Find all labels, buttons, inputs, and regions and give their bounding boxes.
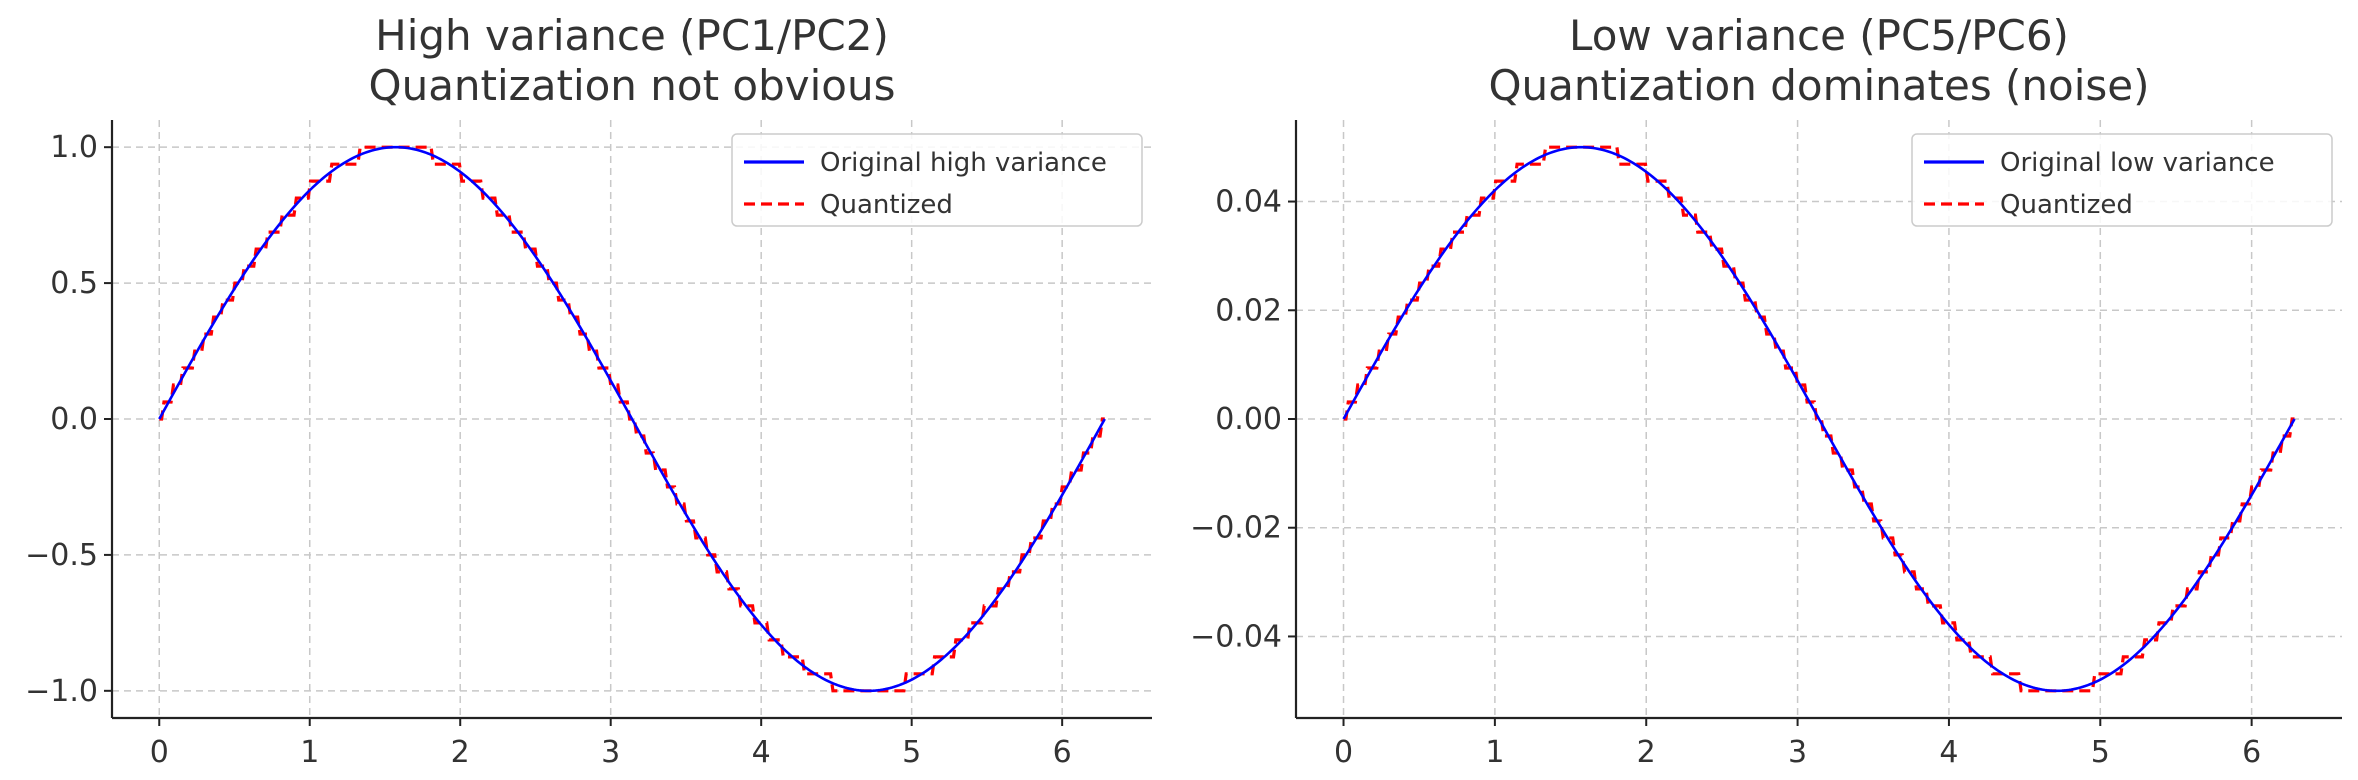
x-tick-label: 4 bbox=[1939, 735, 1958, 770]
x-tick-label: 1 bbox=[1485, 735, 1504, 770]
y-tick-label: 0.04 bbox=[1215, 185, 1282, 220]
x-tick-label: 2 bbox=[1637, 735, 1656, 770]
x-tick-label: 1 bbox=[300, 735, 319, 770]
x-tick-label: 2 bbox=[451, 735, 470, 770]
y-tick-label: 1.0 bbox=[50, 130, 98, 165]
series-original-line bbox=[1342, 145, 2296, 693]
legend: Original high variance Quantized bbox=[731, 133, 1143, 227]
y-tick-label: 0.02 bbox=[1215, 293, 1282, 328]
y-tick-label: 0.5 bbox=[50, 266, 98, 301]
series-quantized-line bbox=[1343, 145, 2295, 693]
y-tick-label: −0.5 bbox=[25, 538, 98, 573]
series-quantized-line bbox=[159, 145, 1105, 693]
chart-subtitle: Quantization not obvious bbox=[369, 61, 896, 110]
x-tick-label: 6 bbox=[2242, 735, 2261, 770]
y-tick-label: 0.0 bbox=[50, 402, 98, 437]
x-tick-label: 0 bbox=[150, 735, 169, 770]
legend-label: Original low variance bbox=[2000, 148, 2275, 178]
legend-label: Quantized bbox=[820, 190, 953, 220]
legend-label: Original high variance bbox=[820, 148, 1107, 178]
y-tick-label: 0.00 bbox=[1215, 402, 1282, 437]
x-tick-label: 4 bbox=[752, 735, 771, 770]
legend-box bbox=[731, 133, 1143, 227]
series-original-line bbox=[158, 145, 1106, 693]
x-tick-label: 3 bbox=[601, 735, 620, 770]
legend: Original low variance Quantized bbox=[1911, 133, 2333, 227]
chart-title: High variance (PC1/PC2) bbox=[375, 11, 889, 60]
chart-panel-1: High variance (PC1/PC2)Quantization not … bbox=[25, 11, 1152, 770]
chart-title: Low variance (PC5/PC6) bbox=[1569, 11, 2069, 60]
x-tick-label: 6 bbox=[1053, 735, 1072, 770]
x-tick-label: 5 bbox=[902, 735, 921, 770]
legend-label: Quantized bbox=[2000, 190, 2133, 220]
x-tick-label: 0 bbox=[1334, 735, 1353, 770]
x-tick-label: 3 bbox=[1788, 735, 1807, 770]
chart-subtitle: Quantization dominates (noise) bbox=[1488, 61, 2149, 110]
legend-box bbox=[1911, 133, 2333, 227]
x-tick-label: 5 bbox=[2091, 735, 2110, 770]
y-tick-label: −0.04 bbox=[1190, 619, 1282, 654]
chart-panel-2: Low variance (PC5/PC6)Quantization domin… bbox=[1190, 11, 2342, 770]
y-tick-label: −1.0 bbox=[25, 674, 98, 709]
y-tick-label: −0.02 bbox=[1190, 511, 1282, 546]
